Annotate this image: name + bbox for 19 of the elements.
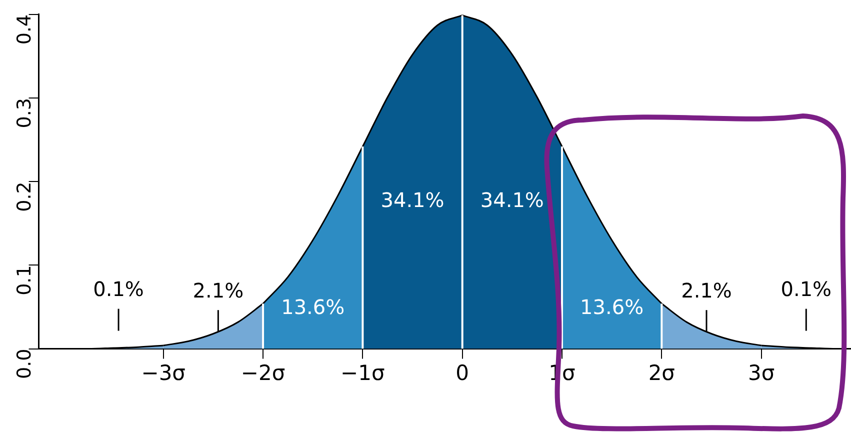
annotation: 34.1% [380,188,444,212]
annotation: 0.1% [780,277,832,302]
annotation: 13.6% [281,295,345,320]
x-tick-label: −2σ [240,360,286,385]
y-tick-label: 0.3 [14,98,36,128]
x-tick-label: 0 [456,360,470,385]
annotation: 13.6% [580,295,644,320]
x-tick-label: 3σ [748,360,775,385]
annotation: 34.1% [480,188,544,212]
y-tick-label: 0.0 [14,348,36,380]
y-tick-label: 0.2 [14,182,36,212]
x-tick-label: −3σ [141,360,186,385]
y-tick-label: 0.4 [14,14,36,45]
annotation: 2.1% [192,278,244,302]
annotation: 0.1% [93,277,144,302]
x-tick-label: −1σ [340,360,385,385]
annotation: 2.1% [681,278,732,302]
y-tick-label: 0.1 [14,265,36,296]
x-tick-label: 2σ [648,360,675,385]
